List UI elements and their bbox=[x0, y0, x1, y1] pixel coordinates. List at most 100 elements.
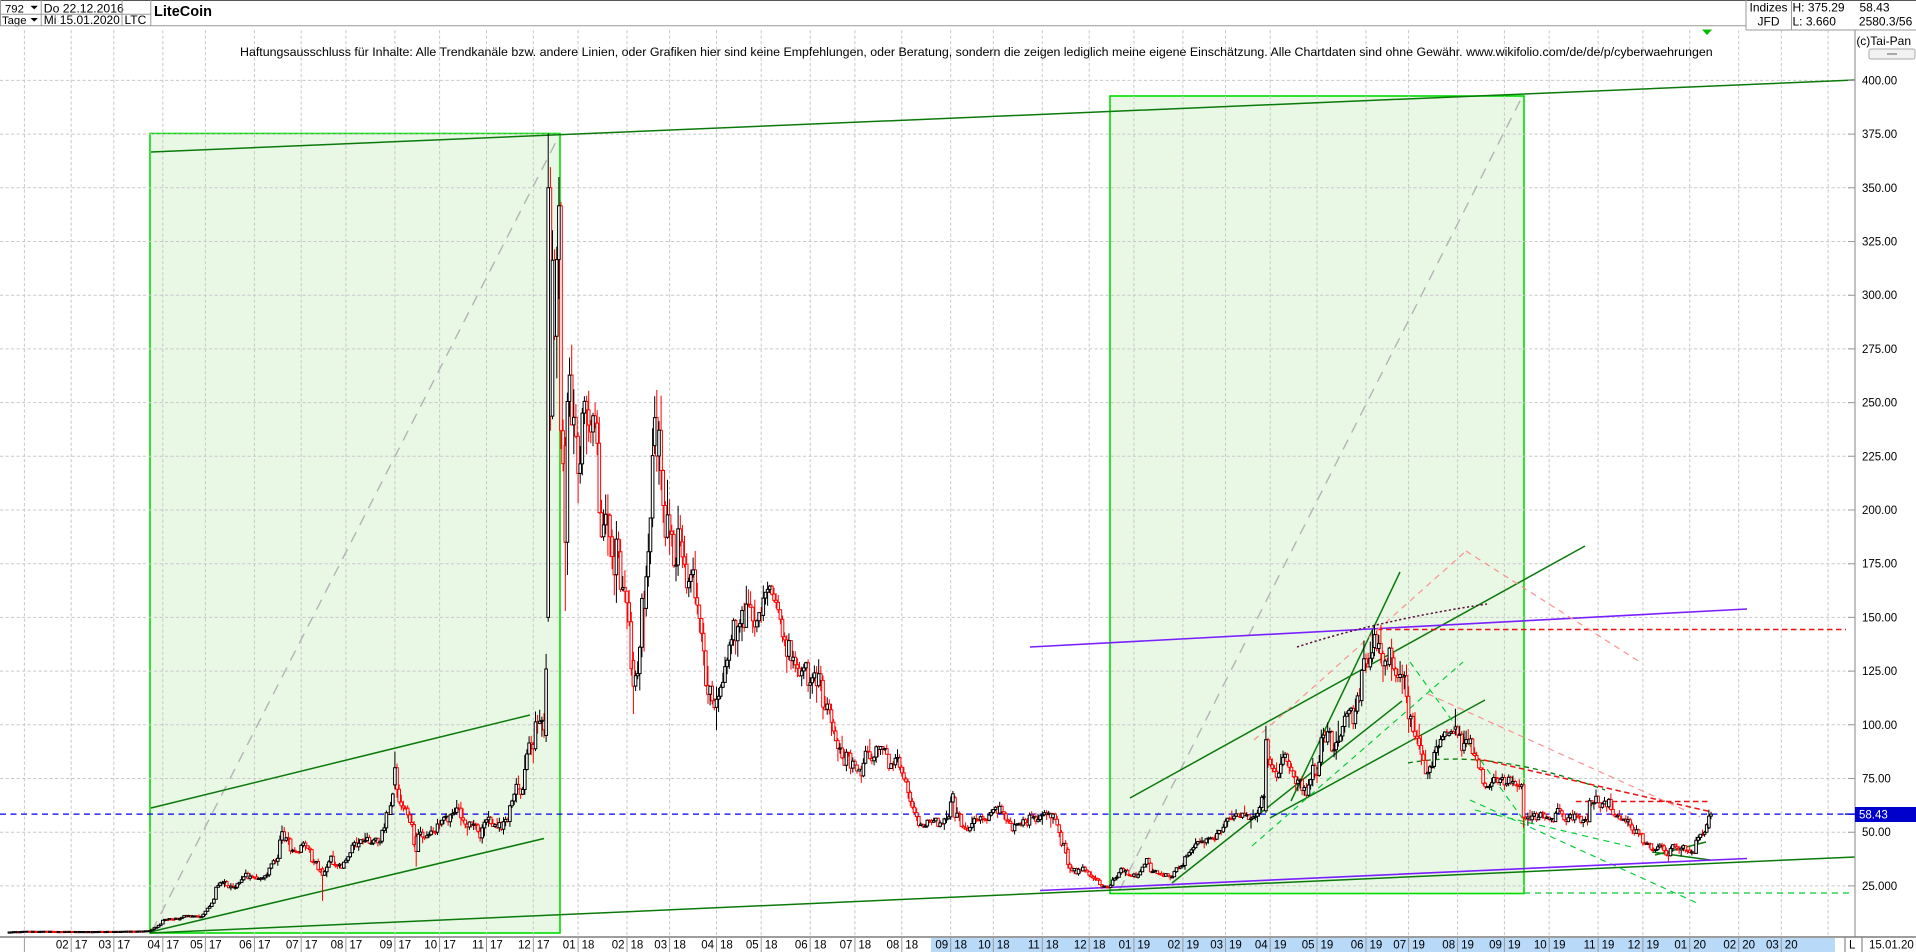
svg-text:01: 01 bbox=[1119, 940, 1132, 952]
svg-text:10: 10 bbox=[978, 940, 991, 952]
svg-text:08: 08 bbox=[887, 940, 900, 952]
svg-text:58.43: 58.43 bbox=[1859, 810, 1888, 822]
svg-text:05: 05 bbox=[190, 940, 203, 952]
svg-text:12: 12 bbox=[1628, 940, 1641, 952]
svg-text:19: 19 bbox=[1370, 940, 1383, 952]
svg-text:H: 375.29: H: 375.29 bbox=[1793, 1, 1845, 15]
svg-text:11: 11 bbox=[472, 940, 484, 952]
svg-text:01: 01 bbox=[1674, 940, 1687, 952]
svg-text:02: 02 bbox=[56, 940, 69, 952]
svg-text:04: 04 bbox=[1255, 940, 1268, 952]
svg-text:18: 18 bbox=[582, 940, 595, 952]
svg-text:19: 19 bbox=[1602, 940, 1615, 952]
svg-text:19: 19 bbox=[1186, 940, 1199, 952]
svg-text:03: 03 bbox=[654, 940, 667, 952]
svg-text:01: 01 bbox=[563, 940, 576, 952]
svg-text:17: 17 bbox=[117, 940, 130, 952]
svg-text:17: 17 bbox=[349, 940, 362, 952]
svg-text:03: 03 bbox=[99, 940, 112, 952]
svg-text:Tage: Tage bbox=[2, 15, 27, 27]
svg-text:08: 08 bbox=[331, 940, 344, 952]
svg-text:18: 18 bbox=[997, 940, 1010, 952]
svg-text:12: 12 bbox=[518, 940, 531, 952]
svg-text:150.00: 150.00 bbox=[1862, 612, 1897, 624]
svg-text:09: 09 bbox=[380, 940, 393, 952]
svg-text:03: 03 bbox=[1766, 940, 1779, 952]
svg-text:(c)Tai-Pan: (c)Tai-Pan bbox=[1856, 34, 1911, 48]
svg-text:17: 17 bbox=[490, 940, 503, 952]
svg-text:Do 22.12.2016: Do 22.12.2016 bbox=[44, 1, 124, 15]
svg-text:L: L bbox=[1849, 940, 1856, 952]
svg-text:325.00: 325.00 bbox=[1862, 237, 1897, 249]
svg-text:18: 18 bbox=[673, 940, 686, 952]
svg-text:19: 19 bbox=[1412, 940, 1425, 952]
svg-text:300.00: 300.00 bbox=[1862, 290, 1897, 302]
svg-text:19: 19 bbox=[1274, 940, 1287, 952]
svg-text:07: 07 bbox=[840, 940, 853, 952]
svg-text:50.00: 50.00 bbox=[1862, 827, 1891, 839]
svg-text:17: 17 bbox=[443, 940, 456, 952]
svg-text:07: 07 bbox=[1393, 940, 1406, 952]
svg-text:11: 11 bbox=[1584, 940, 1596, 952]
svg-text:58.43: 58.43 bbox=[1860, 1, 1890, 15]
svg-text:375.00: 375.00 bbox=[1862, 129, 1897, 141]
svg-text:15.01.20: 15.01.20 bbox=[1869, 940, 1914, 952]
svg-text:17: 17 bbox=[398, 940, 411, 952]
svg-text:18: 18 bbox=[905, 940, 918, 952]
svg-text:18: 18 bbox=[858, 940, 871, 952]
svg-text:02: 02 bbox=[1723, 940, 1736, 952]
svg-text:225.00: 225.00 bbox=[1862, 451, 1897, 463]
svg-text:05: 05 bbox=[746, 940, 759, 952]
svg-text:125.00: 125.00 bbox=[1862, 666, 1897, 678]
svg-text:19: 19 bbox=[1461, 940, 1474, 952]
svg-text:25.000: 25.000 bbox=[1862, 881, 1897, 893]
svg-text:09: 09 bbox=[1489, 940, 1502, 952]
svg-text:17: 17 bbox=[305, 940, 318, 952]
svg-text:03: 03 bbox=[1210, 940, 1223, 952]
svg-text:Indizes: Indizes bbox=[1749, 1, 1787, 15]
svg-text:18: 18 bbox=[631, 940, 644, 952]
svg-text:18: 18 bbox=[765, 940, 778, 952]
svg-text:19: 19 bbox=[1508, 940, 1521, 952]
svg-text:18: 18 bbox=[954, 940, 967, 952]
svg-text:17: 17 bbox=[258, 940, 271, 952]
svg-text:06: 06 bbox=[795, 940, 808, 952]
svg-text:L: 3.660: L: 3.660 bbox=[1793, 15, 1837, 29]
svg-text:350.00: 350.00 bbox=[1862, 183, 1897, 195]
svg-text:04: 04 bbox=[148, 940, 161, 952]
svg-text:19: 19 bbox=[1321, 940, 1334, 952]
svg-text:04: 04 bbox=[701, 940, 714, 952]
svg-text:792: 792 bbox=[5, 3, 24, 15]
svg-text:06: 06 bbox=[1351, 940, 1364, 952]
svg-text:02: 02 bbox=[612, 940, 625, 952]
svg-text:17: 17 bbox=[537, 940, 550, 952]
svg-text:20: 20 bbox=[1785, 940, 1798, 952]
svg-text:20: 20 bbox=[1693, 940, 1706, 952]
svg-text:175.00: 175.00 bbox=[1862, 559, 1897, 571]
svg-text:19: 19 bbox=[1137, 940, 1150, 952]
svg-text:06: 06 bbox=[239, 940, 252, 952]
svg-text:12: 12 bbox=[1074, 940, 1087, 952]
svg-text:18: 18 bbox=[814, 940, 827, 952]
svg-text:10: 10 bbox=[424, 940, 437, 952]
svg-text:19: 19 bbox=[1553, 940, 1566, 952]
svg-text:250.00: 250.00 bbox=[1862, 398, 1897, 410]
svg-text:200.00: 200.00 bbox=[1862, 505, 1897, 517]
svg-text:Haftungsausschluss für Inhalte: Haftungsausschluss für Inhalte: Alle Tre… bbox=[240, 45, 1713, 59]
svg-text:275.00: 275.00 bbox=[1862, 344, 1897, 356]
svg-text:Mi 15.01.2020: Mi 15.01.2020 bbox=[44, 13, 120, 27]
svg-text:02: 02 bbox=[1168, 940, 1181, 952]
svg-text:05: 05 bbox=[1302, 940, 1315, 952]
svg-text:17: 17 bbox=[209, 940, 222, 952]
svg-text:18: 18 bbox=[720, 940, 733, 952]
svg-text:18: 18 bbox=[1093, 940, 1106, 952]
svg-text:09: 09 bbox=[935, 940, 948, 952]
svg-text:75.00: 75.00 bbox=[1862, 774, 1891, 786]
svg-text:20: 20 bbox=[1742, 940, 1755, 952]
svg-text:17: 17 bbox=[166, 940, 179, 952]
svg-text:11: 11 bbox=[1028, 940, 1040, 952]
svg-text:18: 18 bbox=[1046, 940, 1059, 952]
svg-text:LTC: LTC bbox=[125, 13, 147, 27]
svg-text:07: 07 bbox=[286, 940, 299, 952]
svg-text:2580.3/56: 2580.3/56 bbox=[1859, 15, 1913, 29]
